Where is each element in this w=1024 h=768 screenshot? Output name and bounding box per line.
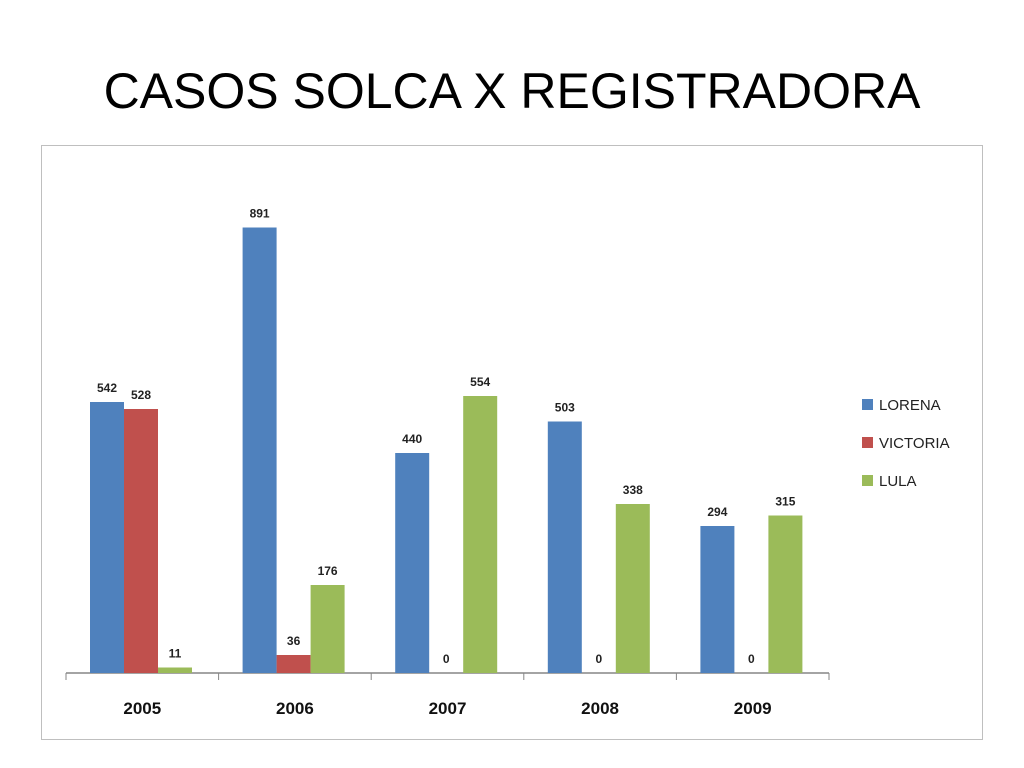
legend-label-lula: LULA bbox=[879, 473, 917, 490]
legend-label-victoria: VICTORIA bbox=[879, 435, 950, 452]
bar-lorena-2006 bbox=[242, 227, 277, 673]
legend-swatch-lorena bbox=[862, 399, 873, 410]
data-label-lula-2009: 315 bbox=[775, 495, 795, 509]
legend-label-lorena: LORENA bbox=[879, 397, 941, 414]
data-label-victoria-2006: 36 bbox=[287, 634, 301, 648]
bar-lula-2006 bbox=[310, 585, 345, 673]
data-label-lorena-2008: 503 bbox=[555, 401, 575, 415]
bar-victoria-2006 bbox=[276, 655, 311, 673]
bar-lula-2008 bbox=[615, 504, 650, 673]
bar-lula-2007 bbox=[463, 396, 498, 673]
data-label-lorena-2006: 891 bbox=[250, 207, 270, 221]
x-tick-label-2009: 2009 bbox=[734, 699, 772, 718]
legend-swatch-lula bbox=[862, 475, 873, 486]
bar-victoria-2005 bbox=[124, 409, 158, 673]
bar-lula-2005 bbox=[158, 667, 192, 673]
bar-lorena-2009 bbox=[700, 526, 735, 673]
data-label-lorena-2005: 542 bbox=[97, 381, 117, 395]
data-label-lula-2006: 176 bbox=[318, 564, 338, 578]
data-label-lorena-2007: 440 bbox=[402, 432, 422, 446]
data-label-lula-2007: 554 bbox=[470, 375, 490, 389]
data-label-victoria-2008: 0 bbox=[595, 652, 602, 666]
chart-frame bbox=[41, 145, 983, 740]
bar-lorena-2008 bbox=[547, 421, 582, 673]
bar-lorena-2007 bbox=[395, 453, 430, 673]
x-tick-label-2008: 2008 bbox=[581, 699, 619, 718]
slide-title: CASOS SOLCA X REGISTRADORA bbox=[103, 63, 921, 119]
x-tick-label-2005: 2005 bbox=[123, 699, 161, 718]
data-label-victoria-2007: 0 bbox=[443, 652, 450, 666]
data-label-victoria-2009: 0 bbox=[748, 652, 755, 666]
legend-swatch-victoria bbox=[862, 437, 873, 448]
data-label-victoria-2005: 528 bbox=[131, 388, 151, 402]
x-tick-label-2007: 2007 bbox=[429, 699, 467, 718]
bar-lorena-2005 bbox=[90, 402, 124, 673]
data-label-lula-2008: 338 bbox=[623, 483, 643, 497]
bar-lula-2009 bbox=[768, 515, 803, 673]
x-tick-label-2006: 2006 bbox=[276, 699, 314, 718]
data-label-lula-2005: 11 bbox=[169, 647, 182, 661]
data-label-lorena-2009: 294 bbox=[707, 505, 727, 519]
